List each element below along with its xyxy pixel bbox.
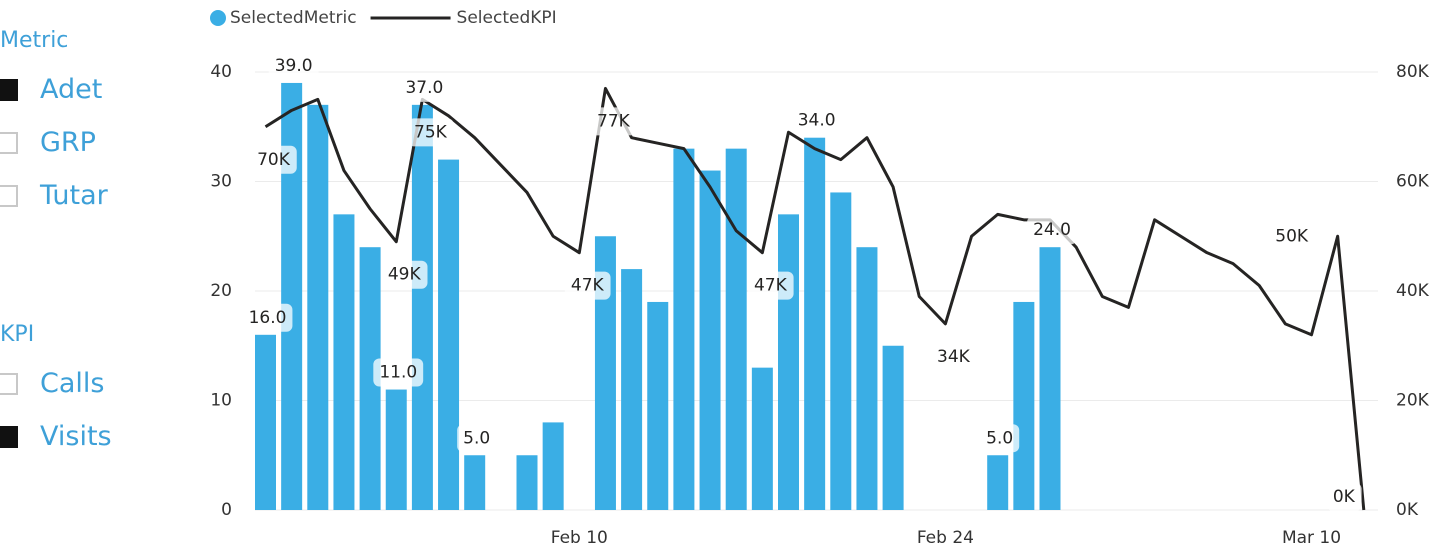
slicer-item[interactable]: Tutar	[0, 180, 108, 211]
checkbox[interactable]	[0, 78, 18, 101]
data-label: 49K	[388, 265, 422, 285]
data-label: 50K	[1275, 226, 1309, 246]
data-label: 37.0	[405, 78, 443, 98]
bar	[255, 334, 276, 510]
bar	[725, 148, 747, 510]
checkbox[interactable]	[0, 425, 18, 448]
slicer-label[interactable]: Visits	[40, 421, 112, 452]
data-label-bg	[268, 51, 319, 80]
y2-tick-label: 60K	[1396, 172, 1430, 192]
data-label-bg	[408, 118, 454, 147]
slicer-item[interactable]: Adet	[0, 74, 102, 105]
data-label: 5.0	[463, 428, 490, 448]
bar	[1013, 301, 1035, 510]
data-label-bg	[564, 271, 611, 300]
slicer-item[interactable]: Calls	[0, 368, 104, 399]
data-label: 0K	[1333, 487, 1356, 507]
data-label-bg	[591, 107, 637, 136]
slicer-label[interactable]: Adet	[40, 74, 103, 105]
bar	[464, 455, 486, 510]
bar	[542, 422, 564, 510]
data-label-bg	[373, 358, 424, 387]
slicer-item[interactable]: GRP	[0, 127, 96, 158]
checkbox[interactable]	[0, 184, 18, 207]
bar	[830, 192, 852, 510]
data-label: 24.0	[1033, 220, 1071, 240]
data-label-bg	[1269, 222, 1315, 251]
y2-tick-label: 40K	[1396, 281, 1430, 301]
x-tick-label: Feb 24	[917, 528, 974, 548]
bar	[307, 104, 329, 510]
bar	[594, 236, 616, 510]
data-label-bg	[747, 271, 794, 300]
legend-label: SelectedMetric	[230, 8, 357, 28]
bar	[621, 269, 643, 510]
legend-label: SelectedKPI	[457, 8, 557, 28]
slicer-item[interactable]: Visits	[0, 421, 112, 452]
y2-tick-label: 20K	[1396, 391, 1430, 411]
bar	[804, 137, 826, 510]
bar	[751, 367, 773, 510]
bar	[987, 455, 1009, 510]
data-label-bg	[931, 342, 977, 371]
bar	[333, 214, 355, 510]
data-label-bg	[457, 424, 497, 453]
data-label-bg	[251, 145, 297, 174]
bar	[516, 455, 538, 510]
bar	[438, 159, 460, 510]
bar	[856, 247, 878, 510]
data-label: 5.0	[986, 428, 1013, 448]
checkbox[interactable]	[0, 131, 18, 154]
data-label: 75K	[414, 122, 448, 142]
data-label: 47K	[754, 276, 788, 296]
data-label-bg	[381, 260, 428, 289]
bar	[411, 104, 433, 510]
kpi-line	[264, 86, 1366, 511]
bar	[882, 345, 904, 510]
bar	[778, 214, 799, 510]
data-label: 39.0	[275, 56, 313, 76]
data-label-bg	[1326, 483, 1362, 511]
data-label: 47K	[571, 276, 605, 296]
y-tick-label: 20	[210, 281, 232, 301]
data-label-bg	[1027, 216, 1077, 245]
bar	[385, 389, 407, 510]
slicer-label[interactable]: GRP	[40, 127, 96, 158]
y-tick-label: 0	[221, 500, 232, 520]
data-label-bg	[791, 106, 842, 135]
slicer-label[interactable]: Tutar	[40, 180, 108, 211]
data-label: 77K	[597, 111, 631, 131]
x-tick-label: Mar 10	[1282, 528, 1341, 548]
bar	[359, 247, 381, 510]
legend-marker	[210, 10, 226, 26]
data-label: 34.0	[798, 111, 836, 131]
bar	[673, 148, 695, 510]
bar	[281, 82, 303, 510]
data-label: 70K	[257, 150, 291, 170]
y-tick-label: 30	[210, 172, 232, 192]
bar	[1039, 247, 1061, 510]
y2-tick-label: 80K	[1396, 62, 1430, 82]
data-label-bg	[980, 424, 1020, 453]
x-tick-label: Feb 10	[551, 528, 608, 548]
bar	[647, 301, 669, 510]
data-label-bg	[399, 73, 450, 102]
data-label-bg	[242, 303, 293, 332]
data-label: 34K	[937, 347, 971, 367]
data-label: 16.0	[249, 308, 287, 328]
data-label: 11.0	[379, 363, 417, 383]
checkbox[interactable]	[0, 372, 18, 395]
y-tick-label: 10	[210, 391, 232, 411]
y2-tick-label: 0K	[1396, 500, 1419, 520]
y-tick-label: 40	[210, 62, 232, 82]
slicer-label[interactable]: Calls	[40, 368, 105, 399]
slicer-title: KPI	[0, 322, 35, 347]
slicer-title: Metric	[0, 28, 69, 53]
bar	[699, 170, 721, 511]
